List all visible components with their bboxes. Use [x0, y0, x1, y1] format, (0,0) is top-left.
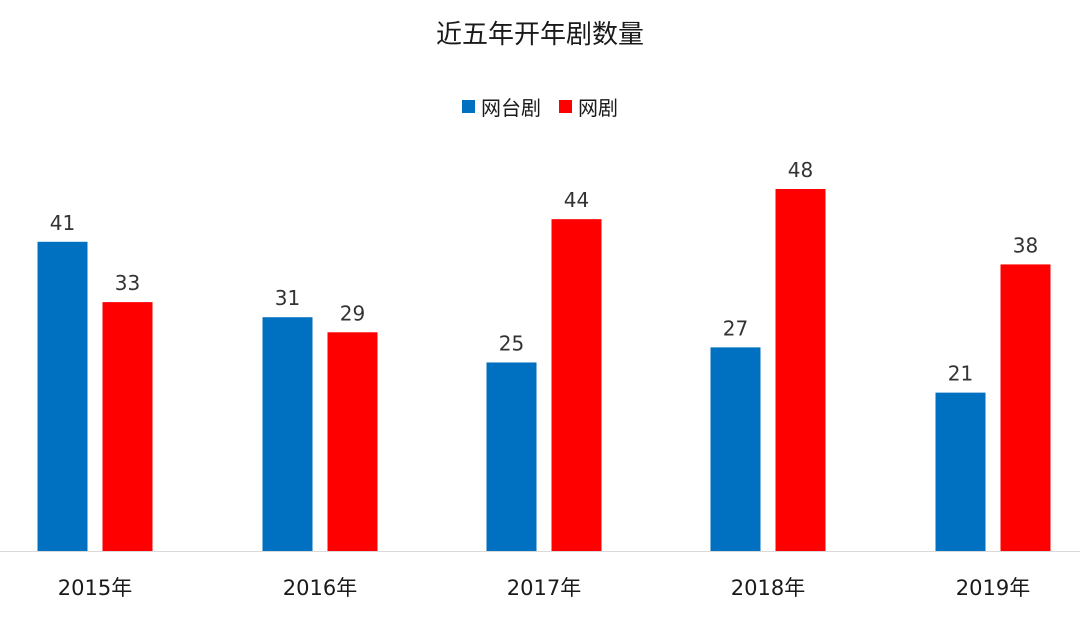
data-label-series-1-2018年: 27	[723, 316, 748, 340]
data-label-series-2-2016年: 29	[340, 301, 365, 325]
x-tick-label-2018年: 2018年	[731, 576, 805, 600]
bars-group	[37, 189, 1051, 551]
data-label-series-2-2017年: 44	[564, 188, 589, 212]
legend-swatch-series-1	[462, 100, 475, 113]
x-tick-labels-group: 2015年 2016年 2017年 2018年 2019年	[58, 576, 1030, 600]
data-label-series-1-2019年: 21	[948, 362, 973, 386]
x-tick-label-2019年: 2019年	[956, 576, 1030, 600]
data-label-series-1-2017年: 25	[499, 331, 524, 355]
bar-series-2-2019年	[1000, 264, 1051, 551]
legend-swatch-series-2	[559, 100, 572, 113]
data-label-series-2-2015年: 33	[115, 271, 140, 295]
data-label-series-1-2015年: 41	[50, 211, 75, 235]
x-tick-label-2017年: 2017年	[507, 576, 581, 600]
x-tick-label-2016年: 2016年	[283, 576, 357, 600]
data-label-series-2-2018年: 48	[788, 158, 813, 182]
bar-series-2-2017年	[551, 219, 602, 551]
x-tick-label-2015年: 2015年	[58, 576, 132, 600]
bar-series-1-2015年	[37, 241, 88, 551]
bar-series-1-2017年	[486, 362, 537, 551]
chart-title: 近五年开年剧数量	[435, 20, 644, 50]
bar-series-2-2016年	[327, 332, 378, 551]
bar-series-1-2019年	[935, 392, 986, 551]
data-label-series-1-2016年: 31	[275, 286, 300, 310]
data-labels-group: 41 33 31 29 25 44 27 48 21 38	[50, 158, 1038, 386]
legend-label-series-2: 网剧	[578, 96, 618, 120]
bar-series-2-2015年	[102, 302, 153, 551]
bar-series-2-2018年	[775, 189, 826, 551]
legend-label-series-1: 网台剧	[481, 96, 541, 120]
legend-item-series-1: 网台剧	[462, 92, 541, 121]
bar-series-1-2016年	[262, 317, 313, 551]
bar-series-1-2018年	[710, 347, 761, 551]
legend-item-series-2: 网剧	[559, 92, 618, 121]
legend: 网台剧 网剧	[0, 92, 1080, 121]
data-label-series-2-2019年: 38	[1013, 233, 1038, 257]
